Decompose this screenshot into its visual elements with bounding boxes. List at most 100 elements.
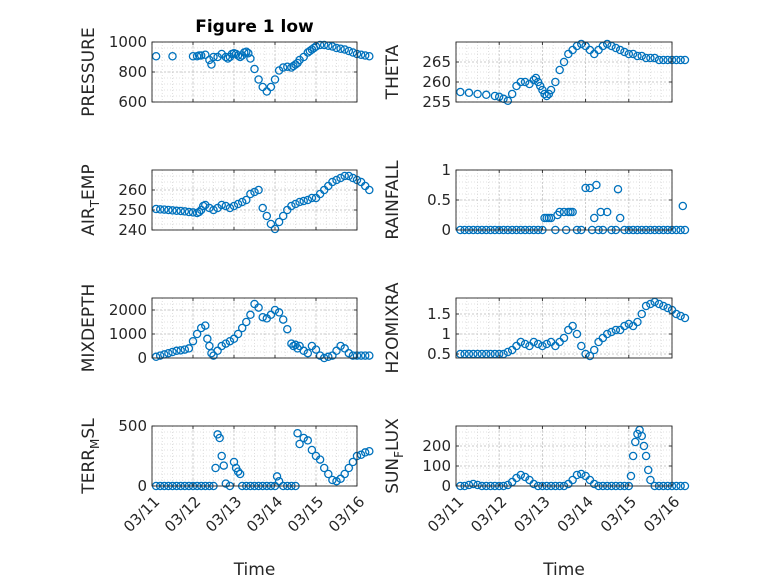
data-point xyxy=(291,199,300,209)
data-point xyxy=(542,91,551,101)
data-point xyxy=(592,180,601,190)
y-axis-label: PRESSURE xyxy=(79,27,99,116)
data-point xyxy=(184,344,194,353)
grid xyxy=(151,169,358,231)
data-point xyxy=(680,313,690,323)
data-point xyxy=(620,47,629,57)
y-tick-label: 240 xyxy=(118,221,147,239)
data-point xyxy=(270,305,280,315)
data-point xyxy=(456,87,465,97)
data-point xyxy=(615,45,625,55)
y-axis-label: TERRMSL xyxy=(79,418,102,495)
data-point xyxy=(589,479,599,489)
data-point xyxy=(303,195,313,205)
data-point xyxy=(654,55,664,65)
data-point xyxy=(624,49,634,59)
x-tick-label: 03/16 xyxy=(325,493,368,536)
data-point xyxy=(217,451,226,461)
axes-box xyxy=(151,297,358,359)
y-tick-label: 265 xyxy=(422,53,451,71)
subplot-4: 0 0.5 1 RAINFALL xyxy=(383,160,690,240)
data-point xyxy=(577,341,586,351)
data-point xyxy=(272,472,282,481)
x-tick-label: 03/15 xyxy=(597,493,640,536)
data-point xyxy=(205,203,214,213)
data-point xyxy=(221,479,231,488)
data-point xyxy=(360,51,370,60)
data-point xyxy=(672,481,681,491)
data-point xyxy=(626,471,636,481)
y-axis-label: RAINFALL xyxy=(383,160,403,240)
data-point xyxy=(237,323,247,333)
data-point xyxy=(213,346,222,356)
y-axis-label: H2OMIXRA xyxy=(383,282,403,373)
data-point xyxy=(211,463,220,473)
data-point xyxy=(332,43,341,53)
data-point xyxy=(244,49,253,58)
data-point xyxy=(336,173,345,183)
data-point xyxy=(581,183,590,193)
grid xyxy=(455,41,673,103)
x-tick-label: 03/14 xyxy=(554,493,597,536)
data-point xyxy=(194,207,204,217)
data-point xyxy=(529,337,539,347)
data-point xyxy=(481,90,491,100)
data-point xyxy=(559,207,569,217)
x-tick-label: 03/11 xyxy=(424,493,467,536)
data-point xyxy=(602,39,612,49)
x-tick-label: 03/16 xyxy=(640,493,683,536)
data-point xyxy=(568,321,577,331)
data-point xyxy=(559,57,569,67)
data-point xyxy=(535,81,545,91)
data-point xyxy=(555,65,564,75)
data-point xyxy=(633,51,642,61)
x-tick-label: 03/12 xyxy=(161,493,204,536)
data-point xyxy=(168,206,177,215)
data-point xyxy=(336,341,345,351)
data-point xyxy=(344,463,354,473)
data-point xyxy=(299,433,308,443)
data-point xyxy=(235,469,245,479)
data-point xyxy=(646,475,655,485)
data-point xyxy=(516,337,526,347)
data-point xyxy=(633,429,642,439)
data-point xyxy=(542,339,551,349)
data-point xyxy=(602,207,612,217)
data-point xyxy=(266,219,276,229)
data-point xyxy=(643,465,653,475)
data-point xyxy=(611,325,621,335)
axes-box xyxy=(455,41,673,103)
chart-title: Figure 1 low xyxy=(195,17,314,37)
data-point xyxy=(637,51,647,61)
data-point xyxy=(221,339,231,348)
data-point xyxy=(283,324,292,334)
data-point xyxy=(319,40,329,50)
data-point xyxy=(332,346,341,356)
data-point xyxy=(529,75,539,85)
y-tick-label: 0 xyxy=(137,349,147,367)
data-point xyxy=(503,96,513,106)
data-point xyxy=(283,62,292,72)
data-point xyxy=(659,301,668,311)
data-point xyxy=(332,175,341,185)
series-points xyxy=(151,171,374,234)
data-point xyxy=(348,173,358,183)
data-point xyxy=(615,213,625,223)
data-point xyxy=(180,207,190,216)
data-point xyxy=(503,347,513,357)
data-point xyxy=(348,457,358,467)
data-point xyxy=(555,207,564,217)
data-point xyxy=(303,348,313,358)
data-point xyxy=(633,317,642,327)
data-point xyxy=(299,346,308,356)
data-point xyxy=(365,351,374,360)
data-point xyxy=(637,431,647,441)
data-point xyxy=(209,351,218,360)
y-tick-label: 260 xyxy=(118,181,147,199)
data-point xyxy=(270,75,280,84)
data-point xyxy=(155,351,165,360)
x-axis-label: Time xyxy=(542,560,585,580)
data-point xyxy=(328,177,337,187)
y-tick-label: 0.5 xyxy=(427,191,451,209)
data-point xyxy=(676,481,685,491)
